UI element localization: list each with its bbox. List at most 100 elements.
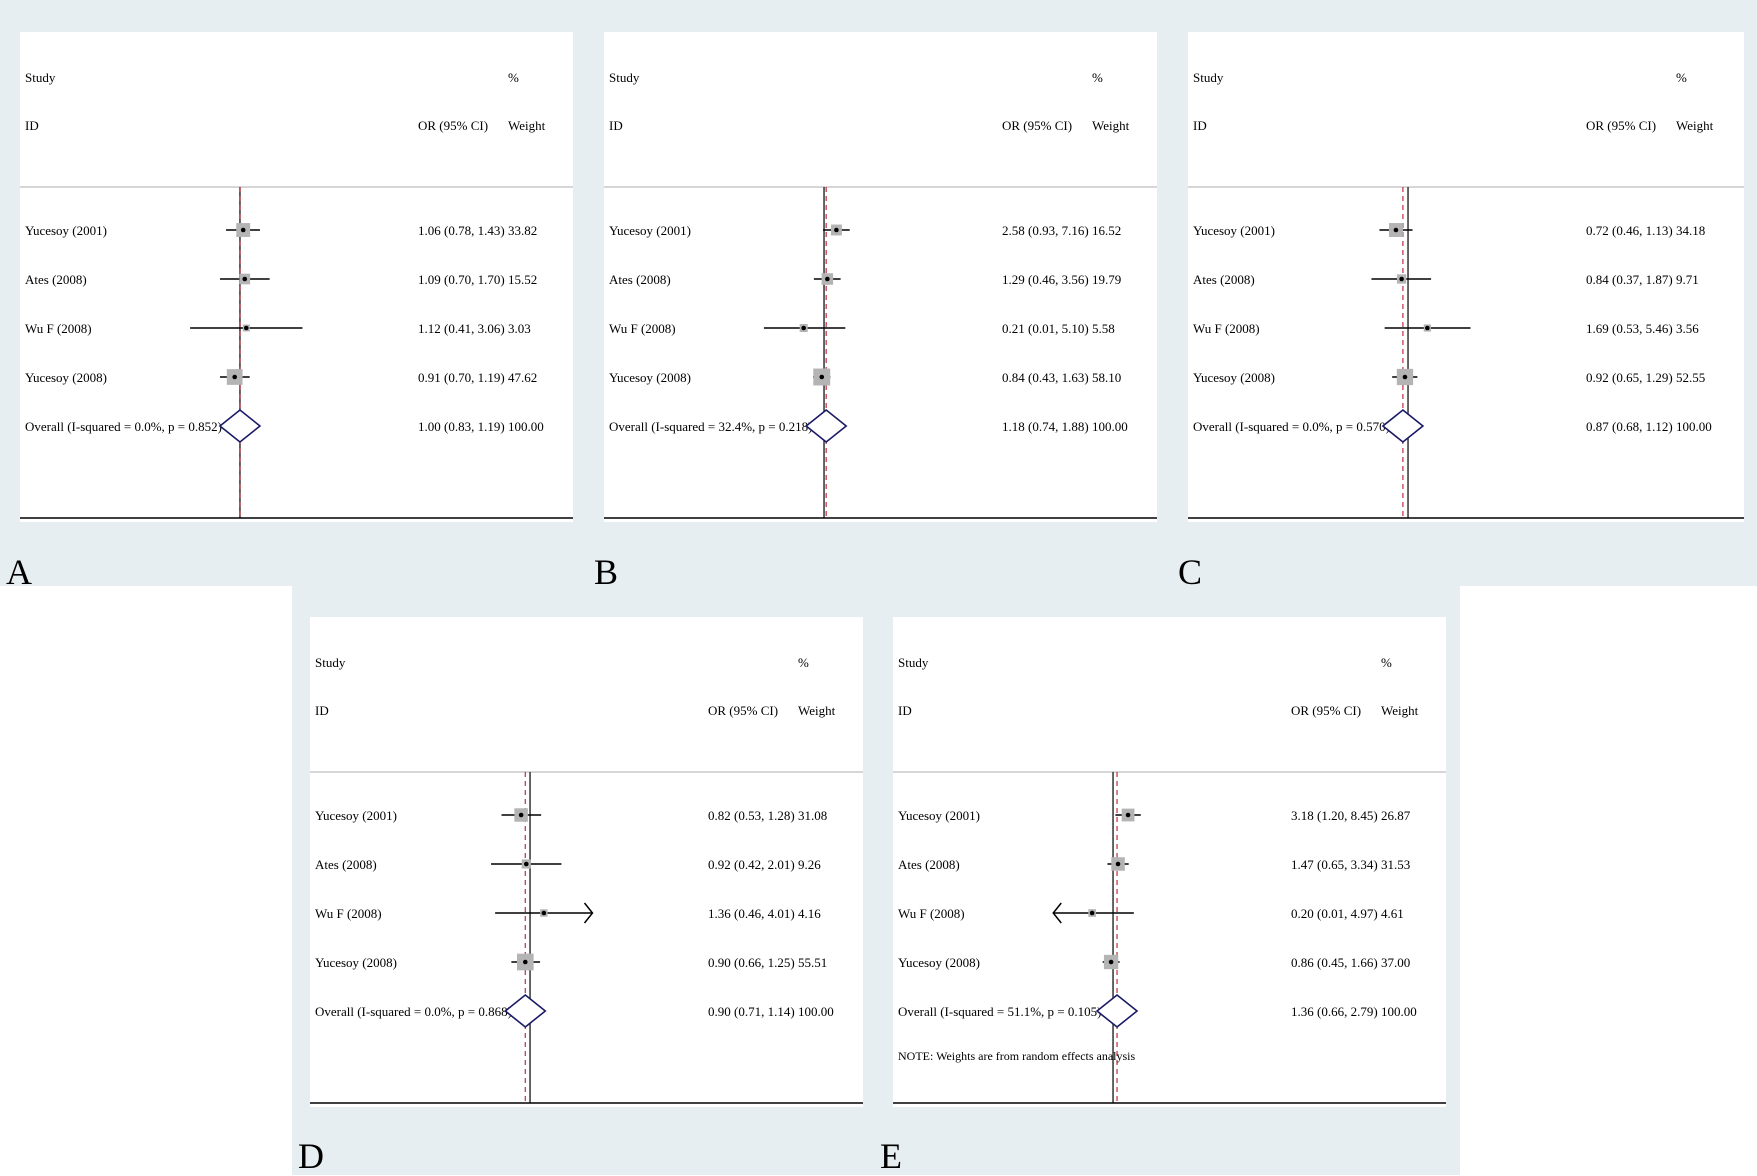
header-weight: Weight	[798, 703, 836, 718]
ci-arrow-left	[1052, 902, 1062, 924]
point-estimate	[819, 374, 825, 380]
forest-plot-a: Study ID OR (95% CI)% Weight Yucesoy (2001) 1…	[20, 32, 573, 547]
header-id: ID	[25, 118, 39, 133]
study-or-ci: 1.69 (0.53, 5.46)	[1586, 321, 1673, 336]
point-estimate	[1393, 227, 1399, 233]
study-id: Wu F (2008)	[609, 321, 676, 336]
overall-weight: 100.00	[1092, 419, 1128, 434]
study-id: Yucesoy (2001)	[1193, 223, 1275, 238]
study-id: Yucesoy (2008)	[25, 370, 107, 385]
point-estimate	[1399, 276, 1404, 282]
overall-label: Overall (I-squared = 32.4%, p = 0.218)	[609, 419, 812, 434]
study-or-ci: 0.20 (0.01, 4.97)	[1291, 906, 1378, 921]
study-weight: 3.03	[508, 321, 531, 336]
study-or-ci: 3.18 (1.20, 8.45)	[1291, 808, 1378, 823]
ci-arrow-right	[583, 902, 594, 924]
study-or-ci: 1.29 (0.46, 3.56)	[1002, 272, 1089, 287]
forest-plot-e: Study ID OR (95% CI)% Weight Yucesoy (2001) 3…	[893, 617, 1446, 1132]
point-estimate	[232, 374, 237, 380]
study-weight: 37.00	[1381, 955, 1410, 970]
study-weight: 55.51	[798, 955, 827, 970]
header-weight: Weight	[1381, 703, 1419, 718]
study-id: Ates (2008)	[25, 272, 87, 287]
study-id: Yucesoy (2001)	[25, 223, 107, 238]
study-weight: 26.87	[1381, 808, 1411, 823]
overall-diamond	[218, 408, 262, 444]
header-id: ID	[1193, 118, 1207, 133]
header-id: ID	[315, 703, 329, 718]
study-weight: 5.58	[1092, 321, 1115, 336]
forest-plot-b: Study ID OR (95% CI)% Weight Yucesoy (2001) 2…	[604, 32, 1157, 547]
study-or-ci: 0.84 (0.37, 1.87)	[1586, 272, 1673, 287]
overall-label: Overall (I-squared = 51.1%, p = 0.105)	[898, 1004, 1101, 1019]
header-or-ci: OR (95% CI)	[708, 703, 778, 718]
study-id: Yucesoy (2001)	[609, 223, 691, 238]
study-or-ci: 1.06 (0.78, 1.43)	[418, 223, 505, 238]
header-or-ci: OR (95% CI)	[418, 118, 488, 133]
study-weight: 31.08	[798, 808, 827, 823]
overall-or-ci: 1.18 (0.74, 1.88)	[1002, 419, 1089, 434]
point-estimate	[825, 276, 830, 282]
overall-label: Overall (I-squared = 0.0%, p = 0.868)	[315, 1004, 512, 1019]
overall-or-ci: 0.87 (0.68, 1.12)	[1586, 419, 1673, 434]
point-estimate	[1115, 861, 1121, 867]
study-or-ci: 0.82 (0.53, 1.28)	[708, 808, 795, 823]
point-estimate	[523, 959, 528, 965]
header-id: ID	[898, 703, 912, 718]
study-or-ci: 0.91 (0.70, 1.19)	[418, 370, 505, 385]
study-id: Yucesoy (2008)	[898, 955, 980, 970]
study-or-ci: 1.47 (0.65, 3.34)	[1291, 857, 1378, 872]
panel-label-d: D	[298, 1136, 324, 1176]
study-weight: 58.10	[1092, 370, 1121, 385]
study-weight: 4.61	[1381, 906, 1404, 921]
overall-weight: 100.00	[508, 419, 544, 434]
study-weight: 16.52	[1092, 223, 1121, 238]
study-weight: 52.55	[1676, 370, 1705, 385]
study-weight: 47.62	[508, 370, 537, 385]
header-study: Study	[898, 655, 929, 670]
header-percent: %	[798, 655, 809, 670]
study-or-ci: 0.84 (0.43, 1.63)	[1002, 370, 1089, 385]
study-id: Wu F (2008)	[898, 906, 965, 921]
header-weight: Weight	[1092, 118, 1130, 133]
header-weight: Weight	[508, 118, 546, 133]
overall-or-ci: 1.36 (0.66, 2.79)	[1291, 1004, 1378, 1019]
study-id: Yucesoy (2008)	[609, 370, 691, 385]
overall-diamond	[504, 993, 547, 1029]
study-weight: 33.82	[508, 223, 537, 238]
point-estimate	[1402, 374, 1408, 380]
header-or-ci: OR (95% CI)	[1586, 118, 1656, 133]
overall-weight: 100.00	[798, 1004, 834, 1019]
overall-or-ci: 0.90 (0.71, 1.14)	[708, 1004, 795, 1019]
study-id: Wu F (2008)	[25, 321, 92, 336]
study-or-ci: 1.09 (0.70, 1.70)	[418, 272, 505, 287]
header-percent: %	[1381, 655, 1392, 670]
panel-label-c: C	[1178, 552, 1203, 592]
study-or-ci: 1.36 (0.46, 4.01)	[708, 906, 795, 921]
study-weight: 31.53	[1381, 857, 1410, 872]
point-estimate	[242, 276, 248, 282]
study-weight: 34.18	[1676, 223, 1705, 238]
panel-label-b: B	[594, 552, 619, 592]
header-percent: %	[1092, 70, 1103, 85]
study-or-ci: 0.21 (0.01, 5.10)	[1002, 321, 1089, 336]
study-id: Yucesoy (2008)	[1193, 370, 1275, 385]
study-id: Yucesoy (2001)	[315, 808, 397, 823]
header-study: Study	[25, 70, 56, 85]
study-id: Ates (2008)	[898, 857, 960, 872]
header-percent: %	[508, 70, 519, 85]
point-estimate	[801, 325, 806, 331]
study-or-ci: 0.72 (0.46, 1.13)	[1586, 223, 1673, 238]
forest-plot-d: Study ID OR (95% CI)% Weight Yucesoy (2001) 0…	[310, 617, 863, 1132]
study-or-ci: 2.58 (0.93, 7.16)	[1002, 223, 1089, 238]
header-study: Study	[315, 655, 346, 670]
point-estimate	[1089, 910, 1095, 916]
header-study: Study	[1193, 70, 1224, 85]
overall-or-ci: 1.00 (0.83, 1.19)	[418, 419, 505, 434]
overall-label: Overall (I-squared = 0.0%, p = 0.570)	[1193, 419, 1390, 434]
overall-label: Overall (I-squared = 0.0%, p = 0.852)	[25, 419, 222, 434]
header-or-ci: OR (95% CI)	[1291, 703, 1361, 718]
study-id: Wu F (2008)	[1193, 321, 1260, 336]
point-estimate	[518, 812, 524, 818]
study-id: Ates (2008)	[1193, 272, 1255, 287]
